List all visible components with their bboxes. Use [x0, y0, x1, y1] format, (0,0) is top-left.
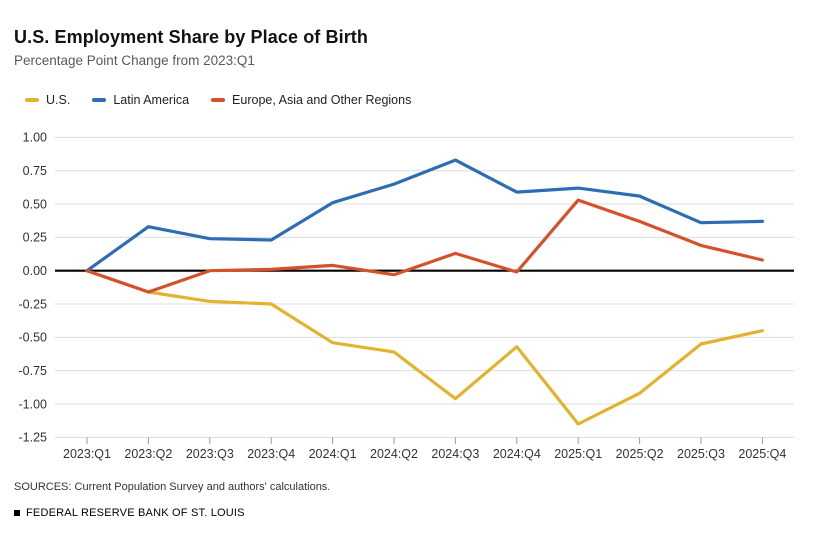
chart-subtitle: Percentage Point Change from 2023:Q1: [14, 53, 255, 68]
branding-label: FEDERAL RESERVE BANK OF ST. LOUIS: [26, 507, 245, 519]
y-axis-tick-label: 0.75: [23, 164, 47, 178]
y-axis-tick-label: -0.50: [19, 331, 48, 345]
legend: U.S. Latin America Europe, Asia and Othe…: [25, 93, 411, 107]
series-line: [85, 158, 765, 273]
legend-item-us: U.S.: [25, 93, 70, 107]
y-axis-tick-label: 0.50: [23, 197, 47, 211]
legend-item-europe-asia-other: Europe, Asia and Other Regions: [211, 93, 411, 107]
series-line: [85, 269, 765, 426]
line-chart: 1.00 0.75 0.50 0.25 0.00 -0.25 -0.50 -0.75 -1.00…: [19, 131, 794, 461]
legend-swatch-europe-asia-other-icon: [211, 98, 226, 102]
series-line: [85, 198, 765, 294]
legend-item-latin-america: Latin America: [92, 93, 189, 107]
y-axis-tick-label: -0.75: [19, 364, 48, 378]
x-axis-tick-label: 2025:Q1: [554, 447, 602, 461]
x-axis-tick-label: 2023:Q3: [186, 447, 234, 461]
branding: FEDERAL RESERVE BANK OF ST. LOUIS: [14, 507, 245, 519]
y-axis-tick-label: -1.25: [19, 431, 48, 445]
chart-title: U.S. Employment Share by Place of Birth: [14, 27, 368, 47]
y-axis-tick-label: -1.00: [19, 397, 48, 411]
legend-label-latin-america: Latin America: [113, 93, 190, 107]
y-axis-tick-label: -0.25: [19, 297, 48, 311]
x-axis-tick-label: 2025:Q2: [616, 447, 664, 461]
x-axis-tick-label: 2025:Q3: [677, 447, 725, 461]
x-axis-tick-label: 2025:Q4: [738, 447, 786, 461]
legend-label-europe-asia-other: Europe, Asia and Other Regions: [232, 93, 412, 107]
x-axis-tick-label: 2024:Q3: [431, 447, 479, 461]
sources-note: SOURCES: Current Population Survey and a…: [14, 481, 331, 493]
x-axis-tick-label: 2023:Q4: [247, 447, 295, 461]
legend-swatch-latin-america-icon: [92, 98, 107, 102]
x-axis-tick-label: 2023:Q2: [124, 447, 172, 461]
x-axis-tick-label: 2024:Q1: [309, 447, 357, 461]
x-axis-tick-label: 2023:Q1: [63, 447, 111, 461]
square-bullet-icon: [14, 510, 20, 516]
y-axis-tick-label: 1.00: [23, 131, 47, 145]
legend-label-us: U.S.: [46, 93, 71, 107]
y-axis-tick-label: 0.25: [23, 231, 47, 245]
legend-swatch-us-icon: [25, 98, 39, 102]
x-axis-tick-label: 2024:Q2: [370, 447, 418, 461]
y-axis-tick-label: 0.00: [23, 264, 47, 278]
x-axis-tick-label: 2024:Q4: [493, 447, 541, 461]
